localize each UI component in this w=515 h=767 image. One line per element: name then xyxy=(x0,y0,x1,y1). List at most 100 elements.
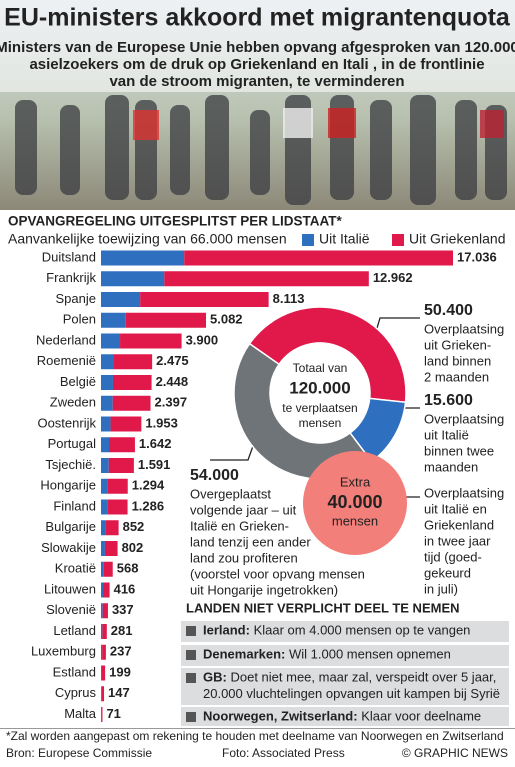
segment-description: land binnen xyxy=(424,353,491,368)
exempt-bullet xyxy=(186,650,196,660)
category-label: Litouwen xyxy=(44,581,96,596)
bar-segment xyxy=(112,375,152,390)
total-label: 416 xyxy=(114,581,136,596)
exempt-box xyxy=(181,707,509,726)
total-label: 2.397 xyxy=(155,395,188,410)
exempt-text: Wil 1.000 mensen opnemen xyxy=(289,647,451,662)
bar-segment xyxy=(110,416,142,432)
exempt-bullet xyxy=(186,673,196,683)
bar-segment xyxy=(101,333,121,349)
bar-segment xyxy=(112,395,151,411)
bar-segment xyxy=(113,354,153,370)
bar-segment xyxy=(101,292,141,307)
total-label: 1.953 xyxy=(145,415,178,430)
exempt-text: 20.000 vluchtelingen opvangen uit kampen… xyxy=(203,686,500,701)
extra-description: in twee jaar xyxy=(424,533,491,548)
category-label: Spanje xyxy=(56,291,96,306)
exempt-item: Ierland: Klaar om 4.000 mensen op te van… xyxy=(203,623,470,638)
bar-segment xyxy=(107,499,128,515)
segment-value: 54.000 xyxy=(190,467,239,484)
extra-description: uit Italië en xyxy=(424,501,487,516)
segment-description: 2 maanden xyxy=(424,369,489,384)
segment-value: 50.400 xyxy=(424,302,473,319)
category-label: Malta xyxy=(64,706,97,721)
exempt-item: Noorwegen, Zwitserland: Klaar voor deeln… xyxy=(203,709,481,724)
total-label: 281 xyxy=(111,623,133,638)
footer-rule xyxy=(0,728,515,729)
segment-description: Overplaatsing xyxy=(424,321,504,336)
photo-credit: Foto: Associated Press xyxy=(222,746,345,760)
total-label: 1.294 xyxy=(132,478,165,493)
bar-segment xyxy=(101,250,185,266)
bar-segment xyxy=(101,375,113,390)
exempt-item: Denemarken: Wil 1.000 mensen opnemen xyxy=(203,647,451,662)
extra-description: Griekenland xyxy=(424,517,494,532)
category-label: Nederland xyxy=(36,332,96,347)
total-label: 1.642 xyxy=(139,436,172,451)
bar-segment xyxy=(101,603,103,619)
category-label: Finland xyxy=(53,498,96,513)
bar-segment xyxy=(101,707,103,722)
category-label: Tsjechië. xyxy=(45,457,96,472)
exempt-text: Doet niet mee, maar zal, verspeidt over … xyxy=(230,670,496,685)
extra-description: Overplaatsing xyxy=(424,485,504,500)
photo-shirts xyxy=(133,108,504,140)
legend-label: Uit Griekenland xyxy=(409,231,506,247)
bar-segment xyxy=(101,395,113,411)
bar-segment xyxy=(184,250,453,266)
bar-segment xyxy=(101,354,114,370)
bar-segment xyxy=(101,582,104,598)
donut-center: mensen xyxy=(299,416,342,430)
section-title: OPVANGREGELING UITGESPLITST PER LIDSTAAT… xyxy=(8,214,343,229)
donut-center: te verplaatsen xyxy=(282,401,357,415)
bar-segment xyxy=(101,686,105,702)
total-label: 1.286 xyxy=(132,498,165,513)
title: EU-ministers akkoord met migrantenquota xyxy=(4,4,511,32)
bar-segment xyxy=(101,561,104,577)
category-label: Polen xyxy=(63,312,96,327)
bar-segment xyxy=(140,292,269,307)
bar-segment xyxy=(120,333,182,349)
bar-segment xyxy=(104,541,118,556)
exempt-text: Klaar om 4.000 mensen op te vangen xyxy=(254,623,471,638)
exempt-item: GB: Doet niet mee, maar zal, verspeidt o… xyxy=(203,670,496,685)
total-label: 12.962 xyxy=(373,270,413,285)
exempt-title: LANDEN NIET VERPLICHT DEEL TE NEMEN xyxy=(186,600,460,615)
total-label: 17.036 xyxy=(457,249,497,264)
category-label: Zweden xyxy=(50,395,96,410)
exempt-bullet xyxy=(186,712,196,722)
donut-center: Totaal van xyxy=(293,361,348,375)
segment-description: Overgeplaatst xyxy=(190,486,271,501)
extra-description: tijd (goed- xyxy=(424,549,482,564)
category-label: Slowakije xyxy=(41,540,96,555)
segment-value: 15.600 xyxy=(424,392,473,409)
bar-segment xyxy=(125,312,207,328)
segment-description: volgende jaar – uit xyxy=(190,502,297,517)
bar-segment xyxy=(101,644,103,660)
bar-segment xyxy=(101,624,103,639)
segment-description: (voorstel voor opvang mensen xyxy=(190,566,365,581)
category-label: Portugal xyxy=(48,436,97,451)
segment-description: binnen twee xyxy=(424,443,494,458)
bar-segment xyxy=(102,603,108,619)
exempt-box xyxy=(181,645,509,666)
segment-description: land zou profiteren xyxy=(190,550,298,565)
exempt-country: Ierland: xyxy=(203,623,250,638)
donut-hole xyxy=(270,343,370,443)
total-label: 8.113 xyxy=(273,291,305,306)
bar-segment xyxy=(101,520,106,536)
total-label: 1.591 xyxy=(138,457,171,472)
bar-segment xyxy=(103,561,113,577)
chart-subtitle: Aanvankelijke toewijzing van 66.000 mens… xyxy=(8,231,287,247)
bar-segment xyxy=(109,437,135,453)
extra-description: gekeurd xyxy=(424,565,471,580)
extra-value: 40.000 xyxy=(327,492,382,512)
bar-segment xyxy=(102,644,106,660)
category-label: België xyxy=(60,374,96,389)
segment-description: uit Hongarije ingetrokken) xyxy=(190,582,338,597)
credit: © GRAPHIC NEWS xyxy=(402,746,508,760)
total-label: 568 xyxy=(117,561,139,576)
category-label: Kroatië xyxy=(55,561,96,576)
source: Bron: Europese Commissie xyxy=(6,746,152,760)
